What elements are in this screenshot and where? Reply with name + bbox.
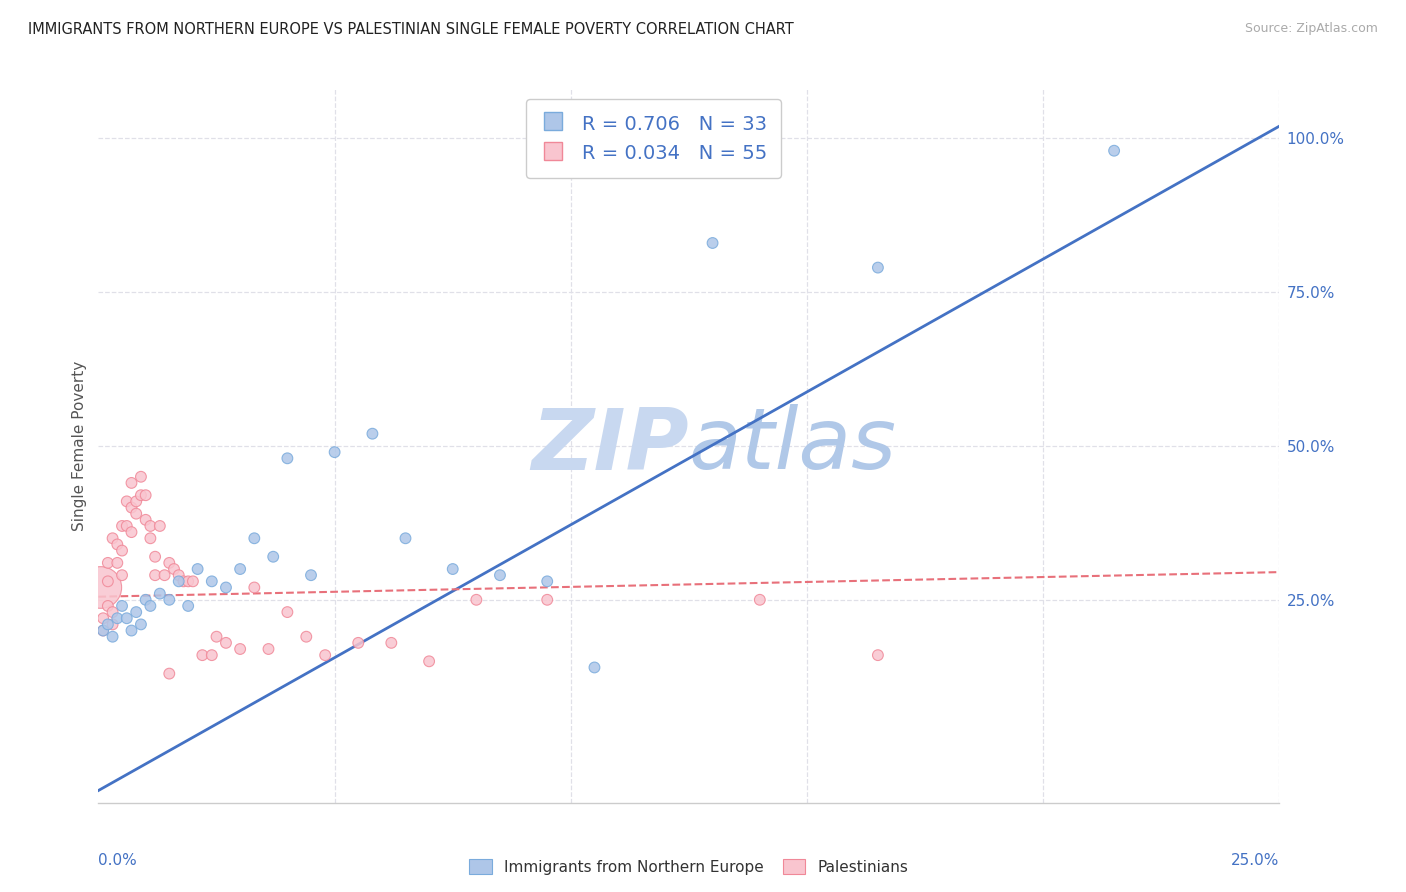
Point: [121, 500, 143, 515]
Point: [115, 611, 138, 625]
Point: [125, 507, 148, 521]
Point: [229, 642, 252, 657]
Point: [243, 531, 266, 545]
Point: [111, 519, 134, 533]
Point: [157, 666, 180, 681]
Point: [187, 562, 209, 576]
Point: [323, 445, 346, 459]
Text: atlas: atlas: [689, 404, 897, 488]
Point: [157, 556, 180, 570]
Point: [201, 648, 224, 662]
Point: [489, 568, 512, 582]
Point: [105, 611, 128, 625]
Point: [129, 469, 152, 483]
Text: Source: ZipAtlas.com: Source: ZipAtlas.com: [1244, 22, 1378, 36]
Point: [205, 630, 228, 644]
Point: [121, 525, 143, 540]
Point: [149, 519, 172, 533]
Point: [97, 617, 120, 632]
Point: [129, 488, 152, 502]
Point: [748, 592, 770, 607]
Point: [181, 574, 204, 589]
Point: [121, 624, 143, 638]
Point: [101, 605, 124, 619]
Point: [101, 531, 124, 545]
Point: [115, 494, 138, 508]
Point: [866, 648, 889, 662]
Point: [135, 592, 157, 607]
Point: [295, 630, 318, 644]
Point: [418, 654, 440, 668]
Point: [583, 660, 606, 674]
Point: [167, 574, 190, 589]
Point: [380, 636, 402, 650]
Point: [262, 549, 284, 564]
Point: [139, 531, 162, 545]
Point: [191, 648, 214, 662]
Point: [91, 624, 114, 638]
Point: [105, 537, 128, 551]
Point: [90, 581, 112, 595]
Point: [229, 562, 252, 576]
Point: [157, 592, 180, 607]
Point: [97, 599, 120, 613]
Point: [163, 562, 186, 576]
Text: 0.0%: 0.0%: [98, 853, 138, 868]
Point: [101, 617, 124, 632]
Point: [149, 587, 172, 601]
Point: [361, 426, 384, 441]
Point: [135, 513, 157, 527]
Point: [111, 599, 134, 613]
Point: [276, 451, 298, 466]
Text: IMMIGRANTS FROM NORTHERN EUROPE VS PALESTINIAN SINGLE FEMALE POVERTY CORRELATION: IMMIGRANTS FROM NORTHERN EUROPE VS PALES…: [28, 22, 794, 37]
Point: [111, 543, 134, 558]
Point: [215, 581, 238, 595]
Point: [243, 581, 266, 595]
Point: [125, 605, 148, 619]
Point: [97, 556, 120, 570]
Point: [105, 556, 128, 570]
Point: [177, 574, 200, 589]
Point: [139, 599, 162, 613]
Point: [143, 549, 166, 564]
Point: [91, 624, 114, 638]
Point: [139, 519, 162, 533]
Point: [394, 531, 416, 545]
Point: [115, 519, 138, 533]
Text: ZIP: ZIP: [531, 404, 689, 488]
Point: [125, 494, 148, 508]
Point: [536, 592, 558, 607]
Point: [314, 648, 336, 662]
Point: [536, 574, 558, 589]
Point: [276, 605, 298, 619]
Point: [441, 562, 464, 576]
Point: [866, 260, 889, 275]
Point: [97, 574, 120, 589]
Point: [347, 636, 370, 650]
Point: [121, 475, 143, 490]
Point: [177, 599, 200, 613]
Point: [257, 642, 280, 657]
Y-axis label: Single Female Poverty: Single Female Poverty: [72, 361, 87, 531]
Point: [153, 568, 176, 582]
Point: [702, 235, 724, 250]
Text: 25.0%: 25.0%: [1232, 853, 1279, 868]
Point: [101, 630, 124, 644]
Point: [167, 568, 190, 582]
Point: [135, 488, 157, 502]
Point: [299, 568, 322, 582]
Point: [215, 636, 238, 650]
Point: [111, 568, 134, 582]
Point: [201, 574, 224, 589]
Legend: Immigrants from Northern Europe, Palestinians: Immigrants from Northern Europe, Palesti…: [463, 853, 915, 880]
Point: [143, 568, 166, 582]
Point: [465, 592, 488, 607]
Point: [172, 574, 194, 589]
Point: [1102, 144, 1125, 158]
Point: [91, 611, 114, 625]
Point: [129, 617, 152, 632]
